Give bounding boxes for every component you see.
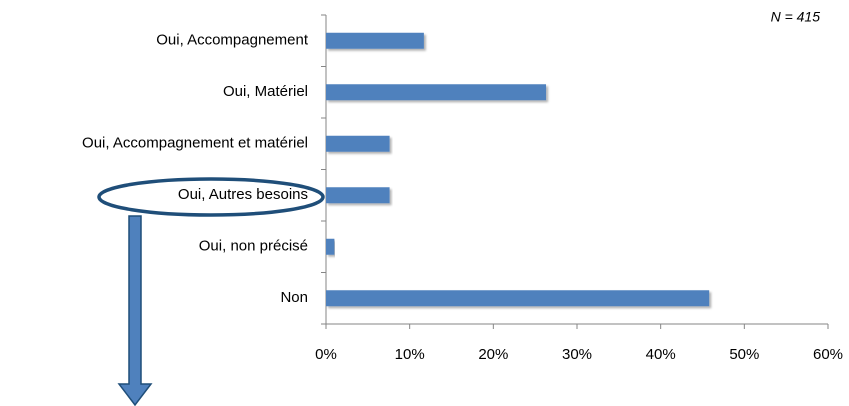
x-tick-label: 10% [395,346,425,363]
y-tick-label: Oui, non précisé [199,238,308,255]
y-tick-label: Oui, Matériel [223,83,308,100]
y-tick-label: Oui, Accompagnement et matériel [82,135,308,152]
bar [326,187,390,204]
bar [326,290,710,307]
bar [326,135,390,152]
y-tick-label: Oui, Autres besoins [178,186,308,203]
bar [326,238,335,255]
x-tick-label: 60% [813,346,843,363]
arrow [117,215,153,406]
bar [326,84,547,101]
y-tick-label: Non [280,289,308,306]
x-tick-label: 20% [478,346,508,363]
bar [326,32,424,49]
highlight-ellipse [97,177,325,217]
x-tick-label: 50% [729,346,759,363]
plot: 0% 10% 20% 30% 40% 50% 60% Oui, Accompagnement O… [82,14,843,363]
y-tick-label: Oui, Accompagnement [156,32,309,49]
annotation: N = 415 [771,9,821,25]
x-tick-label: 0% [315,346,337,363]
x-tick-label: 30% [562,346,592,363]
x-tick-label: 40% [646,346,676,363]
